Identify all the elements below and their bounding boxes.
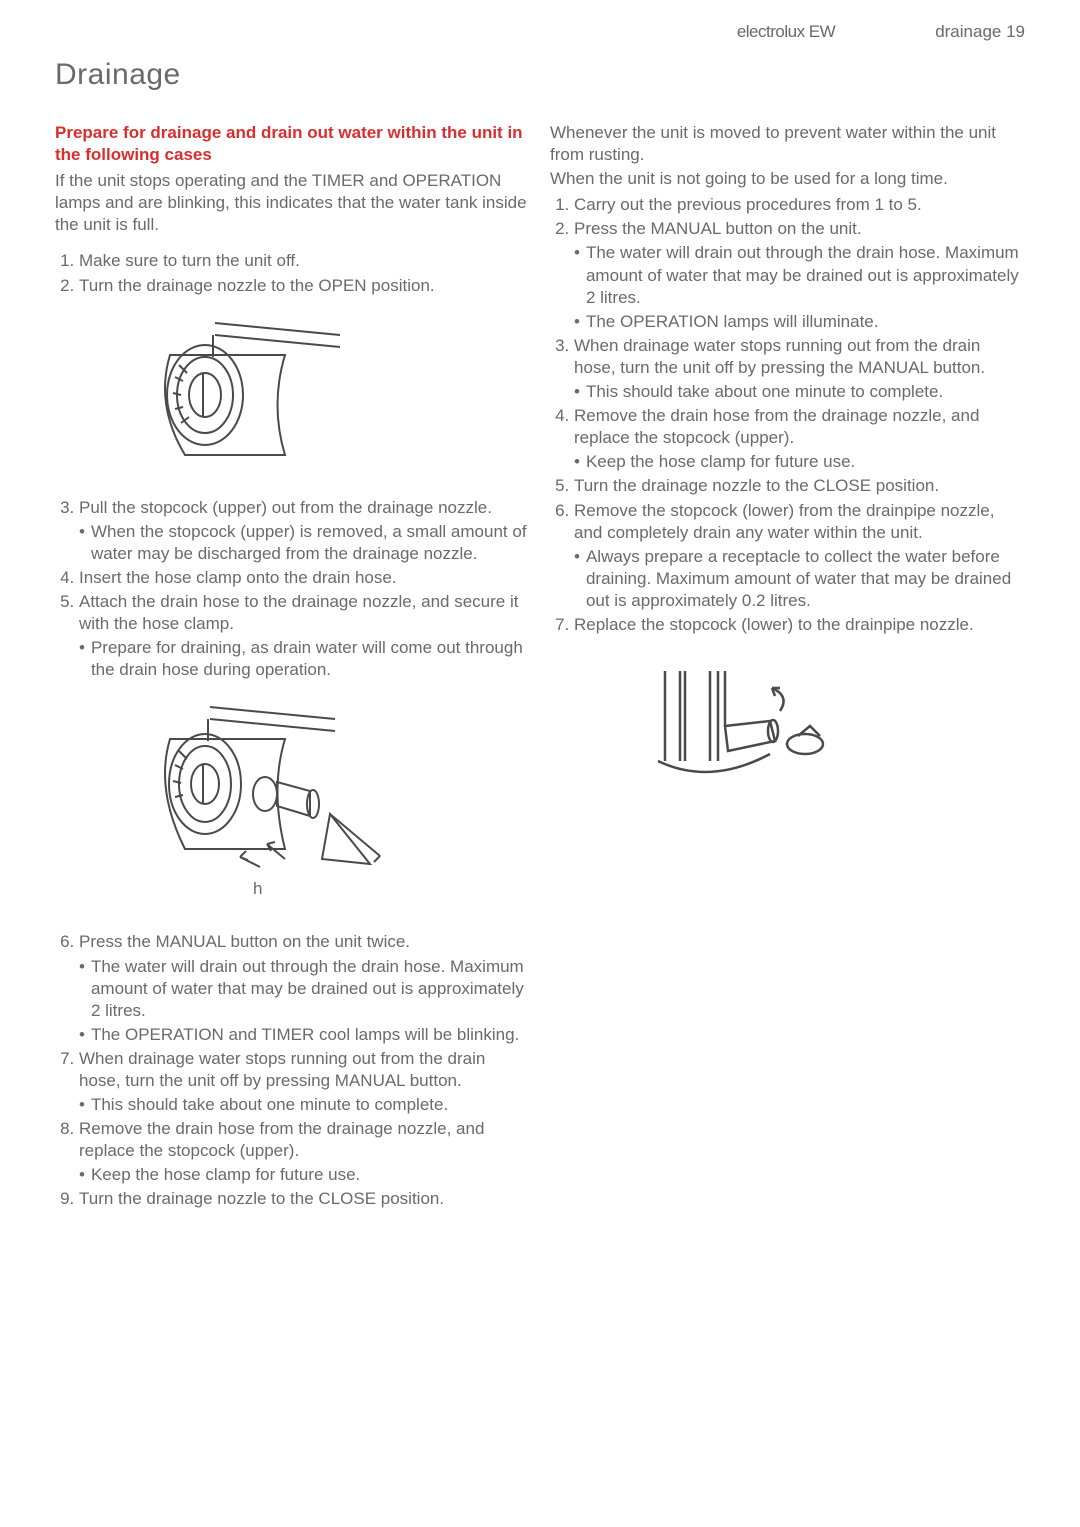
step-item: Insert the hose clamp onto the drain hos…	[79, 567, 530, 589]
bullet-icon: •	[79, 1024, 85, 1046]
bullet-icon: •	[574, 381, 580, 403]
figure-nozzle-open	[135, 315, 530, 475]
step-text: When drainage water stops running out fr…	[574, 336, 985, 377]
sub-text: The OPERATION lamps will illuminate.	[586, 311, 1025, 333]
sub-text: Keep the hose clamp for future use.	[91, 1164, 530, 1186]
sub-item: • The OPERATION and TIMER cool lamps wil…	[79, 1024, 530, 1046]
sub-text: When the stopcock (upper) is removed, a …	[91, 521, 530, 565]
right-steps: Carry out the previous procedures from 1…	[550, 194, 1025, 636]
sub-item: • Keep the hose clamp for future use.	[574, 451, 1025, 473]
sub-text: This should take about one minute to com…	[91, 1094, 530, 1116]
step-item: Remove the stopcock (lower) from the dra…	[574, 500, 1025, 612]
sub-item: • When the stopcock (upper) is removed, …	[79, 521, 530, 565]
page-header: electrolux EW drainage 19	[737, 22, 1025, 42]
sub-text: Prepare for draining, as drain water wil…	[91, 637, 530, 681]
sub-item: • Prepare for draining, as drain water w…	[79, 637, 530, 681]
step-text: Remove the drain hose from the drainage …	[79, 1119, 484, 1160]
bullet-icon: •	[79, 1094, 85, 1116]
step-item: Turn the drainage nozzle to the OPEN pos…	[79, 275, 530, 297]
bullet-icon: •	[79, 956, 85, 978]
step-text: Insert the hose clamp onto the drain hos…	[79, 568, 397, 587]
step-text: Make sure to turn the unit off.	[79, 251, 300, 270]
sub-text: Keep the hose clamp for future use.	[586, 451, 1025, 473]
figure-nozzle-with-hose: h	[135, 699, 530, 909]
step-text: Pull the stopcock (upper) out from the d…	[79, 498, 492, 517]
right-para-2: When the unit is not going to be used fo…	[550, 168, 1025, 190]
left-steps-a: Make sure to turn the unit off. Turn the…	[55, 250, 530, 296]
sub-item: • Always prepare a receptacle to collect…	[574, 546, 1025, 612]
sub-item: • This should take about one minute to c…	[79, 1094, 530, 1116]
bullet-icon: •	[574, 311, 580, 333]
step-text: Press the MANUAL button on the unit.	[574, 219, 862, 238]
step-item: Attach the drain hose to the drainage no…	[79, 591, 530, 681]
sub-text: The water will drain out through the dra…	[91, 956, 530, 1022]
step-item: When drainage water stops running out fr…	[574, 335, 1025, 403]
step-item: Turn the drainage nozzle to the CLOSE po…	[79, 1188, 530, 1210]
figure-label: h	[253, 879, 262, 898]
figure-drainpipe-nozzle	[650, 666, 1025, 796]
bullet-icon: •	[574, 451, 580, 473]
left-heading: Prepare for drainage and drain out water…	[55, 122, 530, 166]
sub-text: This should take about one minute to com…	[586, 381, 1025, 403]
step-text: Press the MANUAL button on the unit twic…	[79, 932, 410, 951]
sub-item: • The water will drain out through the d…	[79, 956, 530, 1022]
bullet-icon: •	[574, 242, 580, 264]
sub-text: The OPERATION and TIMER cool lamps will …	[91, 1024, 530, 1046]
step-item: Replace the stopcock (lower) to the drai…	[574, 614, 1025, 636]
step-item: When drainage water stops running out fr…	[79, 1048, 530, 1116]
left-steps-b: Pull the stopcock (upper) out from the d…	[55, 497, 530, 682]
step-text: Carry out the previous procedures from 1…	[574, 195, 922, 214]
step-item: Press the MANUAL button on the unit. • T…	[574, 218, 1025, 332]
left-steps-c: Press the MANUAL button on the unit twic…	[55, 931, 530, 1210]
bullet-icon: •	[574, 546, 580, 568]
brand-text: electrolux EW	[737, 22, 835, 42]
step-text: Turn the drainage nozzle to the CLOSE po…	[574, 476, 939, 495]
section-indicator: drainage 19	[935, 22, 1025, 42]
step-item: Press the MANUAL button on the unit twic…	[79, 931, 530, 1045]
step-item: Remove the drain hose from the drainage …	[574, 405, 1025, 473]
right-column: Whenever the unit is moved to prevent wa…	[550, 122, 1025, 1213]
bullet-icon: •	[79, 637, 85, 659]
content-columns: Prepare for drainage and drain out water…	[55, 122, 1025, 1213]
step-text: Turn the drainage nozzle to the OPEN pos…	[79, 276, 435, 295]
step-text: Attach the drain hose to the drainage no…	[79, 592, 518, 633]
right-para-1: Whenever the unit is moved to prevent wa…	[550, 122, 1025, 166]
bullet-icon: •	[79, 1164, 85, 1186]
page: electrolux EW drainage 19 Drainage Prepa…	[0, 0, 1080, 1527]
step-item: Carry out the previous procedures from 1…	[574, 194, 1025, 216]
left-column: Prepare for drainage and drain out water…	[55, 122, 530, 1213]
page-title: Drainage	[55, 58, 1025, 92]
sub-text: The water will drain out through the dra…	[586, 242, 1025, 308]
sub-text: Always prepare a receptacle to collect t…	[586, 546, 1025, 612]
step-item: Pull the stopcock (upper) out from the d…	[79, 497, 530, 565]
sub-item: • Keep the hose clamp for future use.	[79, 1164, 530, 1186]
left-intro: If the unit stops operating and the TIME…	[55, 170, 530, 236]
bullet-icon: •	[79, 521, 85, 543]
step-item: Make sure to turn the unit off.	[79, 250, 530, 272]
step-text: Turn the drainage nozzle to the CLOSE po…	[79, 1189, 444, 1208]
step-item: Remove the drain hose from the drainage …	[79, 1118, 530, 1186]
sub-item: • This should take about one minute to c…	[574, 381, 1025, 403]
step-text: Remove the drain hose from the drainage …	[574, 406, 979, 447]
sub-item: • The OPERATION lamps will illuminate.	[574, 311, 1025, 333]
step-text: Replace the stopcock (lower) to the drai…	[574, 615, 974, 634]
step-text: When drainage water stops running out fr…	[79, 1049, 485, 1090]
sub-item: • The water will drain out through the d…	[574, 242, 1025, 308]
step-text: Remove the stopcock (lower) from the dra…	[574, 501, 994, 542]
step-item: Turn the drainage nozzle to the CLOSE po…	[574, 475, 1025, 497]
